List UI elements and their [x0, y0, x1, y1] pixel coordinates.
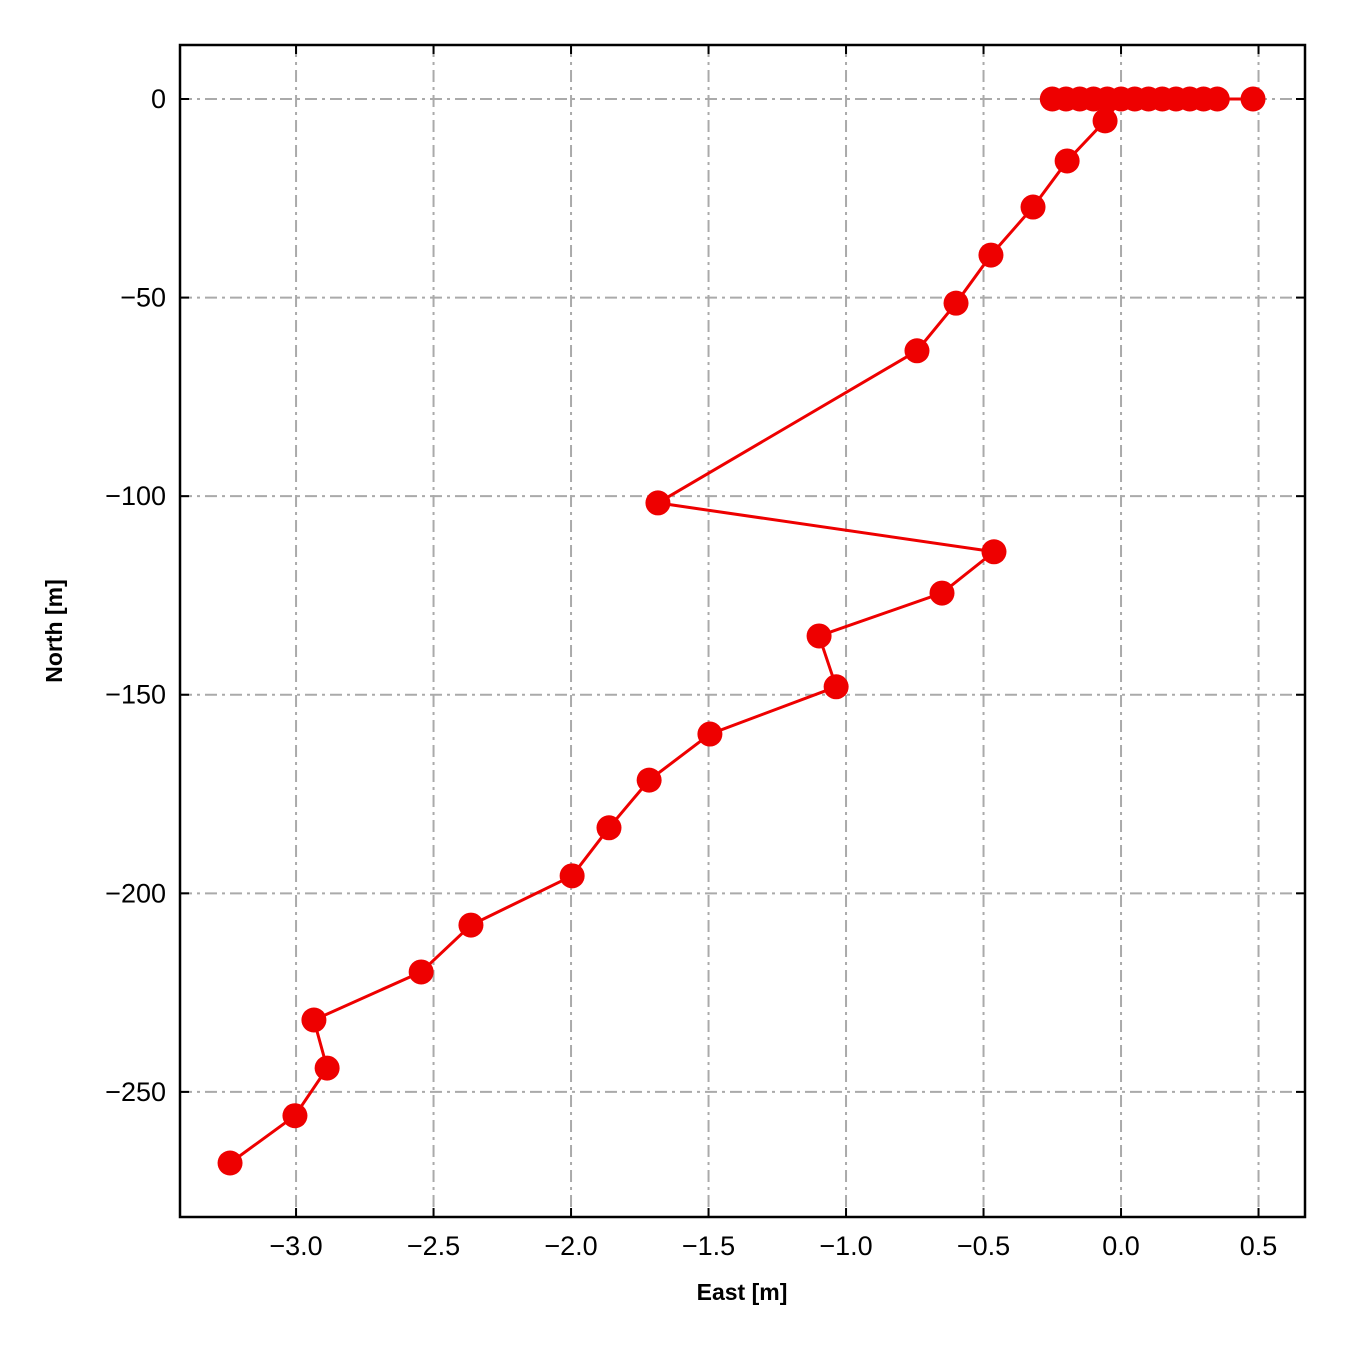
data-point	[904, 338, 930, 364]
data-point	[929, 580, 955, 606]
data-point	[1020, 194, 1046, 220]
y-tick-label: −250	[105, 1077, 166, 1107]
data-point	[1204, 86, 1230, 112]
data-point	[408, 959, 434, 985]
data-point	[806, 623, 832, 649]
data-point	[1108, 86, 1134, 112]
y-tick-label: −150	[105, 680, 166, 710]
data-point	[559, 863, 585, 889]
data-point	[1054, 148, 1080, 174]
y-tick-label: 0	[151, 84, 166, 114]
y-axis-label: North [m]	[41, 579, 67, 682]
data-point	[314, 1055, 340, 1081]
data-point	[282, 1103, 308, 1129]
x-tick-label: −1.5	[682, 1231, 735, 1261]
data-point	[217, 1150, 243, 1176]
data-point	[645, 490, 671, 516]
y-tick-label: −50	[120, 283, 166, 313]
plot-frame	[178, 43, 1307, 1219]
x-tick-label: −2.0	[544, 1231, 597, 1261]
data-point	[697, 721, 723, 747]
x-tick-label: 0.5	[1240, 1231, 1278, 1261]
data-point	[981, 539, 1007, 565]
data-point	[458, 912, 484, 938]
data-point	[1240, 86, 1266, 112]
data-point	[301, 1007, 327, 1033]
x-tick-label: −1.0	[819, 1231, 872, 1261]
data-point	[823, 674, 849, 700]
data-point	[596, 815, 622, 841]
data-point	[636, 767, 662, 793]
data-point	[978, 242, 1004, 268]
y-tick-label: −100	[105, 481, 166, 511]
x-axis-label: East [m]	[697, 1279, 788, 1305]
data-point	[943, 290, 969, 316]
data-point	[1092, 108, 1118, 134]
y-tick-label: −200	[105, 878, 166, 908]
x-tick-label: −2.5	[407, 1231, 460, 1261]
data-line	[229, 97, 1254, 1165]
x-tick-label: −3.0	[269, 1231, 322, 1261]
x-tick-label: −0.5	[957, 1231, 1010, 1261]
x-tick-label: 0.0	[1102, 1231, 1140, 1261]
